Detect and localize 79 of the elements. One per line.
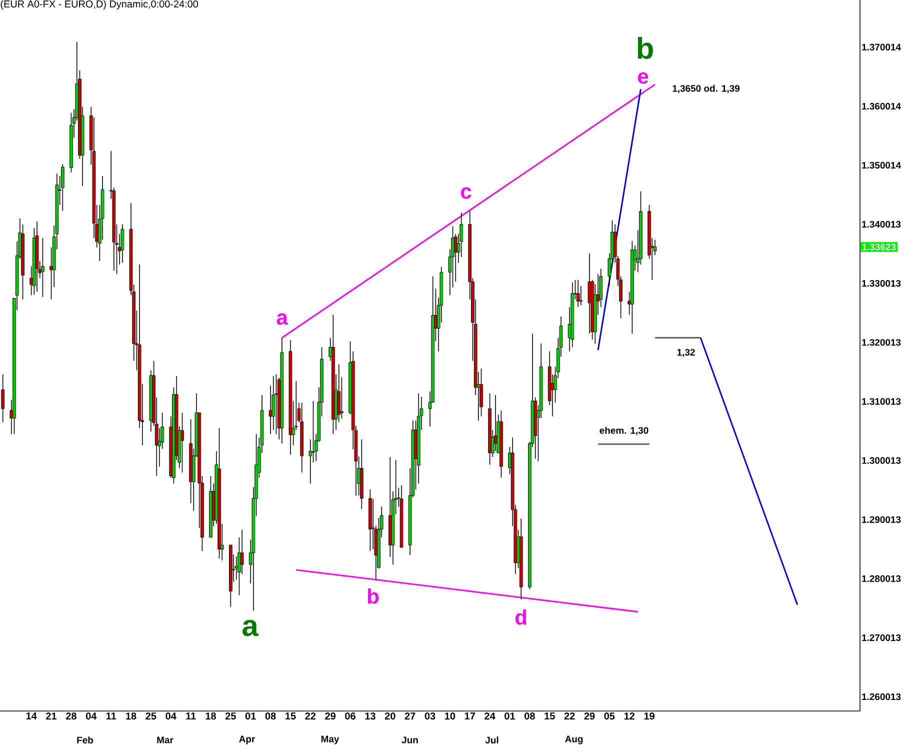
annotation: 1,3650 od. 1,39 <box>672 84 740 94</box>
candlestick <box>576 280 580 308</box>
annotation: a <box>242 620 259 636</box>
y-tick-label: 1.270013 <box>862 634 901 642</box>
annotation: c <box>461 187 472 199</box>
candlestick <box>588 252 592 334</box>
candlestick <box>234 556 238 580</box>
annotation: e <box>638 72 648 84</box>
y-tick-label: 1.370014 <box>862 44 901 51</box>
x-tick-label: 08 <box>524 712 535 720</box>
x-tick-label: 24 <box>484 712 496 720</box>
x-tick-label: 25 <box>225 712 236 720</box>
text: Aug <box>565 736 583 744</box>
y-tick-label: 1.330013 <box>862 280 901 287</box>
text: Apr <box>239 736 256 744</box>
annotation: 1,32 <box>677 348 695 358</box>
candlestick <box>274 374 278 434</box>
candlestick <box>337 364 341 423</box>
x-tick-label: 29 <box>584 712 595 720</box>
annotation: ehem. 1,30 <box>600 426 648 436</box>
candlestick <box>60 164 64 212</box>
candlestick <box>312 400 315 463</box>
x-tick-label: 21 <box>46 712 57 720</box>
x-tick-label: 27 <box>404 712 416 720</box>
text: Jun <box>402 736 418 744</box>
x-tick-label: 15 <box>286 712 296 720</box>
annotation: d <box>515 609 526 625</box>
annotation: a <box>276 313 288 325</box>
y-tick-label: 1.260013 <box>862 693 901 700</box>
x-tick-label: 29 <box>325 712 336 720</box>
y-tick-label: 1.350014 <box>862 162 901 169</box>
candlestick <box>579 285 583 306</box>
y-tick-label: 1.290013 <box>862 516 901 523</box>
x-tick-label: 28 <box>66 712 76 720</box>
x-tick-label: 13 <box>365 712 376 720</box>
chart-title: (EUR A0-FX - EURO,D) Dynamic,0:00-24:00 <box>0 0 198 10</box>
y-tick-label: 1.360014 <box>862 102 901 110</box>
x-tick-label: 04 <box>86 712 97 720</box>
x-tick-label: 04 <box>166 712 176 720</box>
x-tick-label: 20 <box>384 712 396 720</box>
text: May <box>321 736 340 744</box>
x-tick-label: 22 <box>305 712 316 720</box>
x-tick-label: 18 <box>126 712 136 720</box>
candlestick <box>180 412 184 473</box>
x-tick-label: 15 <box>544 712 555 720</box>
x-tick-label: 11 <box>186 712 196 720</box>
x-tick-label: 19 <box>644 712 654 720</box>
text: Feb <box>77 736 94 744</box>
x-tick-label: 03 <box>424 712 436 720</box>
text: Jul <box>485 736 498 744</box>
y-tick-label: 1.310013 <box>862 398 901 405</box>
text: 1.33623 <box>862 244 896 250</box>
candlestick <box>272 376 276 430</box>
y-tick-label: 1.320013 <box>862 339 901 346</box>
x-tick-label: 01 <box>245 712 256 720</box>
x-tick-label: 06 <box>345 712 356 720</box>
x-tick-label: 05 <box>604 712 615 720</box>
candlestick <box>480 368 483 417</box>
x-tick-label: 11 <box>106 712 116 720</box>
x-tick-label: 18 <box>206 712 216 720</box>
text: Mar <box>157 736 174 744</box>
x-tick-label: 01 <box>504 712 516 720</box>
x-tick-label: 14 <box>26 712 37 720</box>
candlestick <box>1 374 5 423</box>
x-tick-label: 08 <box>265 712 276 720</box>
annotation: b <box>638 37 653 59</box>
y-tick-label: 1.340013 <box>862 220 901 228</box>
y-tick-label: 1.280013 <box>862 575 901 582</box>
candlestick <box>240 529 244 574</box>
x-tick-label: 22 <box>564 712 575 720</box>
candlestick <box>340 376 344 420</box>
annotation: b <box>368 588 379 604</box>
candlestick <box>41 238 44 298</box>
x-tick-label: 25 <box>146 712 156 720</box>
x-tick-label: 10 <box>445 712 456 720</box>
y-tick-label: 1.300013 <box>862 457 901 464</box>
x-tick-label: 17 <box>464 712 475 720</box>
candlestick <box>120 224 124 264</box>
x-tick-label: 12 <box>624 712 634 720</box>
